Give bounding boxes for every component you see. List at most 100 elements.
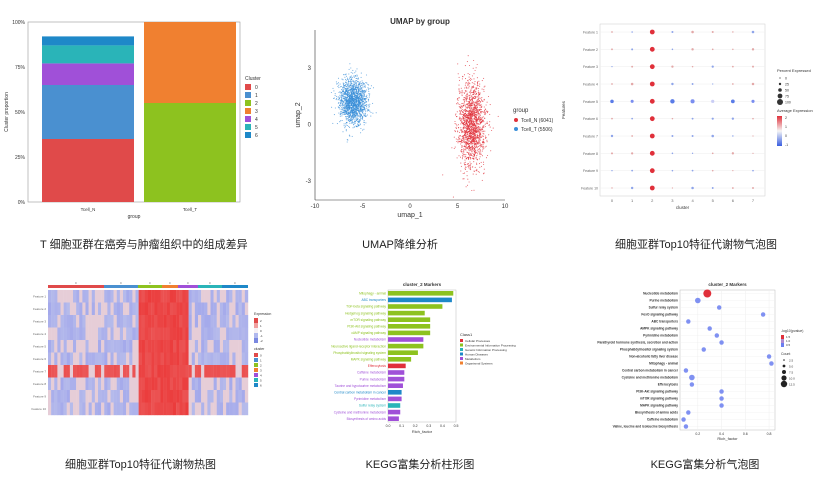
umap-point	[466, 127, 468, 129]
bar	[388, 383, 403, 388]
y-tick-label: ABC transporters	[651, 320, 678, 324]
umap-point	[458, 97, 460, 99]
umap-point	[350, 71, 352, 73]
heat-cell	[226, 327, 230, 341]
heat-cell	[241, 402, 246, 416]
bar-label: Taurine and hypotaurine metabolism	[335, 384, 387, 388]
umap-point	[342, 87, 344, 89]
heat-cell	[63, 390, 67, 403]
heat-cell	[51, 340, 55, 353]
umap-point	[346, 90, 348, 92]
heat-cell	[129, 365, 133, 378]
heat-cell	[126, 290, 130, 303]
umap-point	[362, 117, 364, 119]
umap-point	[470, 163, 472, 165]
umap-point	[341, 101, 343, 103]
umap-point	[469, 124, 471, 126]
y-tick-label: Cysteine and methionine metabolism	[622, 376, 678, 380]
umap-point	[457, 103, 459, 105]
umap-point	[470, 153, 472, 155]
dot-point	[649, 46, 655, 52]
umap-point	[368, 90, 370, 93]
umap-point	[466, 107, 468, 109]
umap-point	[476, 135, 479, 137]
umap-point	[470, 108, 472, 110]
umap-point	[478, 115, 480, 117]
x-tick-label: 4	[691, 198, 694, 203]
umap-point	[473, 161, 475, 163]
umap-point	[467, 152, 470, 155]
umap-point	[479, 138, 481, 140]
umap-point	[468, 91, 470, 93]
heat-cell	[123, 340, 127, 353]
umap-point	[462, 172, 464, 175]
umap-point	[478, 132, 480, 134]
umap-point	[483, 142, 485, 144]
umap-point	[478, 158, 480, 160]
heat-cell	[238, 327, 242, 341]
umap-point	[475, 156, 477, 158]
y-axis-label: Cluster proportion	[4, 92, 10, 132]
bar-label: cAMP signaling pathway	[351, 331, 386, 335]
umap-point	[357, 77, 359, 79]
umap-point	[473, 138, 475, 140]
heat-cell	[188, 327, 192, 341]
umap-point	[349, 111, 351, 113]
heat-cell	[235, 290, 239, 303]
umap-point	[466, 90, 468, 92]
umap-point	[466, 184, 469, 186]
umap-point	[350, 84, 352, 86]
umap-point	[341, 92, 343, 94]
umap-point	[358, 105, 360, 107]
umap-point	[472, 85, 474, 87]
umap-point	[351, 100, 353, 102]
umap-point	[484, 126, 486, 128]
umap-point	[465, 111, 467, 113]
heat-cell	[235, 377, 239, 391]
umap-point	[471, 129, 473, 131]
umap-point	[354, 75, 356, 77]
heat-cell	[213, 315, 217, 328]
legend2-label: 5	[260, 379, 262, 383]
umap-point	[342, 109, 344, 111]
umap-point	[338, 112, 340, 114]
heat-cell	[238, 365, 242, 378]
y-tick-label: Biosynthesis of amino acids	[635, 411, 678, 415]
umap-point	[472, 173, 474, 175]
cluster-annotation-mark: •	[209, 280, 211, 285]
umap-point	[463, 117, 465, 120]
bar	[388, 324, 431, 329]
legend-swatch	[460, 348, 463, 351]
x-tick-label: 0.3	[426, 424, 431, 428]
heat-cell	[194, 390, 199, 403]
heat-cell	[244, 340, 249, 353]
umap-point	[469, 136, 471, 138]
heat-cell	[173, 340, 177, 353]
heat-cell	[60, 315, 64, 328]
umap-point	[472, 123, 474, 125]
umap-point	[463, 136, 465, 139]
heat-cell	[66, 327, 71, 341]
heat-cell	[63, 365, 67, 378]
umap-point	[348, 85, 350, 88]
umap-point	[479, 166, 481, 168]
umap-point	[473, 102, 475, 104]
umap-point	[464, 109, 466, 111]
bar-segment-3	[144, 22, 236, 103]
umap-point	[348, 102, 350, 104]
bubble	[769, 361, 774, 366]
umap-point	[366, 89, 368, 91]
dot-point	[731, 65, 734, 68]
umap-point	[462, 135, 464, 137]
umap-point	[351, 80, 353, 82]
heat-cell	[60, 365, 64, 378]
umap-point	[464, 163, 466, 166]
umap-point	[485, 108, 487, 110]
umap-point	[483, 99, 485, 101]
y-tick-label: Caffeine metabolism	[647, 418, 678, 422]
umap-point	[481, 117, 484, 119]
y-tick-label: 50%	[15, 110, 26, 116]
umap-point	[365, 122, 367, 124]
heat-cell	[216, 340, 221, 353]
heat-cell	[219, 365, 224, 378]
